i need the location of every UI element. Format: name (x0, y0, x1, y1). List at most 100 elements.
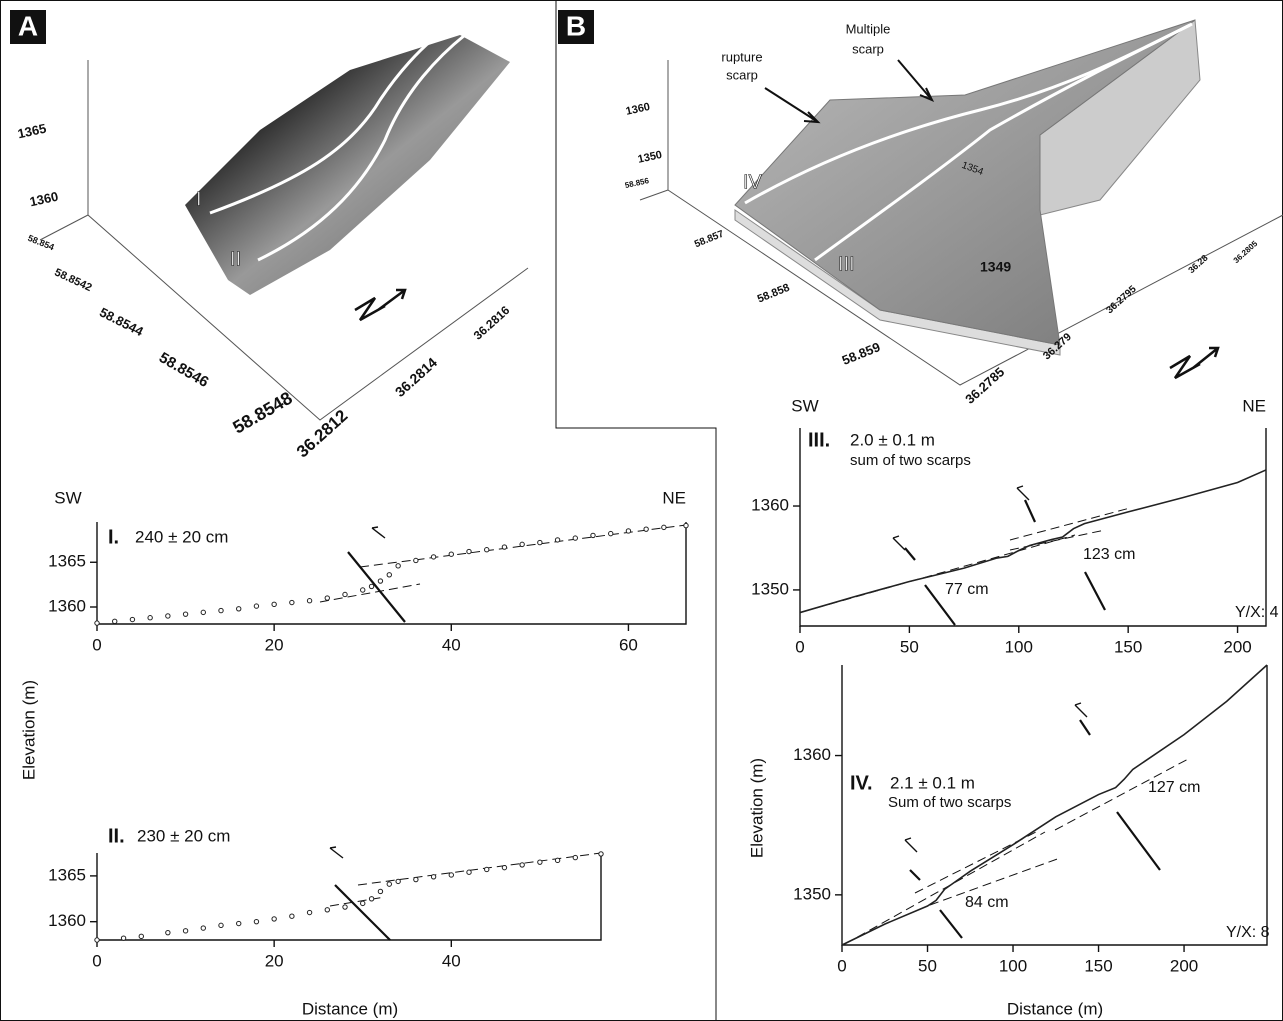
point (555, 858, 559, 862)
y-tick-label: 58.8544 (97, 304, 146, 339)
point (431, 875, 435, 879)
point (219, 608, 223, 612)
north-arrow (355, 290, 405, 320)
point (538, 860, 542, 864)
y-tick-label: 1365 (48, 865, 86, 884)
annotation: Y/X: 4 (1235, 604, 1279, 621)
point (95, 938, 99, 942)
point (343, 592, 347, 596)
point (538, 540, 542, 544)
offset-label: 2.0 ± 0.1 m (850, 430, 935, 449)
annotation: 84 cm (965, 894, 1009, 911)
point (219, 923, 223, 927)
point (307, 910, 311, 914)
point (662, 525, 666, 529)
x-tick-label: 100 (1005, 637, 1033, 656)
y-tick-label: 1365 (48, 552, 86, 571)
x-tick-label: 200 (1170, 956, 1198, 975)
point (449, 873, 453, 877)
annotation-arrow (765, 88, 818, 122)
z-tick-label: 1360 (625, 101, 651, 118)
profile-label: III (838, 253, 855, 275)
panel-label: B (566, 10, 586, 41)
point (201, 926, 205, 930)
panel-label: A (18, 10, 38, 41)
axis-line (97, 853, 601, 940)
north-arrow (1170, 348, 1218, 378)
y-tick-label: 1360 (751, 496, 789, 515)
x-tick-label: 150 (1084, 956, 1112, 975)
point (520, 863, 524, 867)
x-tick-label: 36.2814 (392, 354, 440, 400)
panel-divider (556, 0, 716, 1021)
annotation: rupture (721, 49, 762, 64)
annotation: Multiple (846, 21, 891, 36)
x-tick-label: 36.2795 (1104, 284, 1139, 317)
x-tick-label: 20 (265, 951, 284, 970)
point (113, 619, 117, 623)
y-tick-label: 58.8546 (156, 349, 211, 391)
point (396, 879, 400, 883)
point (343, 905, 347, 909)
y-tick-label: 58.859 (840, 339, 882, 368)
point (121, 936, 125, 940)
x-axis-label: Distance (m) (1007, 999, 1103, 1018)
y-tick-label: 58.854 (26, 233, 55, 253)
point (290, 914, 294, 918)
profile-label: I (196, 188, 202, 210)
y-tick-label: 1350 (751, 579, 789, 598)
point (396, 564, 400, 568)
point (325, 908, 329, 912)
profile-title: III. (808, 429, 830, 451)
point (431, 555, 435, 559)
point (573, 855, 577, 859)
point (555, 538, 559, 542)
x-tick-label: 50 (900, 637, 919, 656)
direction-label: NE (662, 488, 686, 507)
point (449, 552, 453, 556)
x-tick-label: 40 (442, 951, 461, 970)
point (307, 599, 311, 603)
point (414, 877, 418, 881)
profile-title: I. (108, 526, 119, 548)
x-tick-label: 40 (442, 635, 461, 654)
y-tick-label: 58.8548 (229, 388, 295, 438)
point (325, 596, 329, 600)
x-tick-label: 36.2812 (293, 406, 351, 461)
point (609, 531, 613, 535)
x-tick-label: 150 (1114, 637, 1142, 656)
x-tick-label: 0 (837, 956, 846, 975)
annotation: scarp (852, 41, 884, 56)
offset-label: 230 ± 20 cm (137, 826, 230, 845)
x-axis-label: Distance (m) (302, 999, 398, 1018)
note: sum of two scarps (850, 452, 971, 469)
point (599, 852, 603, 856)
x-tick-label: 36.2816 (471, 303, 513, 343)
x-tick-label: 50 (918, 956, 937, 975)
z-tick-label: 1360 (28, 189, 59, 210)
point (272, 602, 276, 606)
point (254, 919, 258, 923)
point (378, 579, 382, 583)
note: Sum of two scarps (888, 794, 1011, 811)
y-tick-label: 1350 (793, 884, 831, 903)
x-tick-label: 60 (619, 635, 638, 654)
profile-title: IV. (850, 772, 873, 794)
point (502, 865, 506, 869)
y-tick-label: 1360 (48, 911, 86, 930)
y-axis-label: Elevation (m) (747, 758, 766, 858)
point (414, 558, 418, 562)
direction-label: SW (791, 396, 818, 415)
point (290, 600, 294, 604)
annotation: 123 cm (1083, 546, 1135, 563)
y-tick-label: 1360 (48, 596, 86, 615)
x-tick-label: 200 (1223, 637, 1251, 656)
point (148, 616, 152, 620)
point (139, 934, 143, 938)
direction-label: NE (1242, 396, 1266, 415)
y-tick-label: 1360 (793, 745, 831, 764)
point (467, 870, 471, 874)
y-tick-label: 58.857 (693, 228, 726, 250)
point (502, 545, 506, 549)
point (573, 536, 577, 540)
